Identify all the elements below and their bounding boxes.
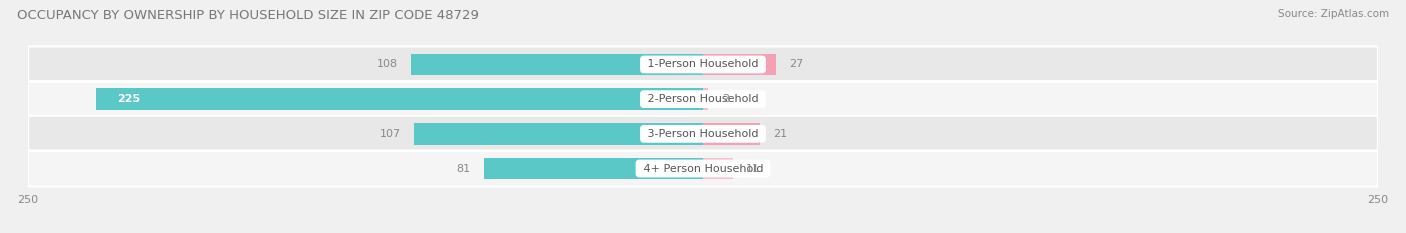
Bar [484, 158, 703, 179]
Text: 3-Person Household: 3-Person Household [644, 129, 762, 139]
Text: 27: 27 [789, 59, 804, 69]
Text: 225: 225 [117, 94, 141, 104]
Text: 2-Person Household: 2-Person Household [644, 94, 762, 104]
Bar [703, 158, 733, 179]
FancyBboxPatch shape [28, 151, 1378, 187]
Bar [703, 54, 776, 75]
Bar [412, 54, 703, 75]
FancyBboxPatch shape [28, 116, 1378, 152]
FancyBboxPatch shape [28, 46, 1378, 82]
Bar [703, 123, 759, 145]
Bar [703, 88, 709, 110]
FancyBboxPatch shape [28, 81, 1378, 117]
Text: 21: 21 [773, 129, 787, 139]
Text: 108: 108 [377, 59, 398, 69]
Bar [415, 123, 703, 145]
Text: 107: 107 [380, 129, 401, 139]
Text: 4+ Person Household: 4+ Person Household [640, 164, 766, 174]
Text: 2: 2 [721, 94, 730, 104]
Bar [96, 88, 703, 110]
Text: Source: ZipAtlas.com: Source: ZipAtlas.com [1278, 9, 1389, 19]
Text: 1-Person Household: 1-Person Household [644, 59, 762, 69]
Text: 11: 11 [747, 164, 761, 174]
Text: OCCUPANCY BY OWNERSHIP BY HOUSEHOLD SIZE IN ZIP CODE 48729: OCCUPANCY BY OWNERSHIP BY HOUSEHOLD SIZE… [17, 9, 479, 22]
Text: 81: 81 [457, 164, 471, 174]
